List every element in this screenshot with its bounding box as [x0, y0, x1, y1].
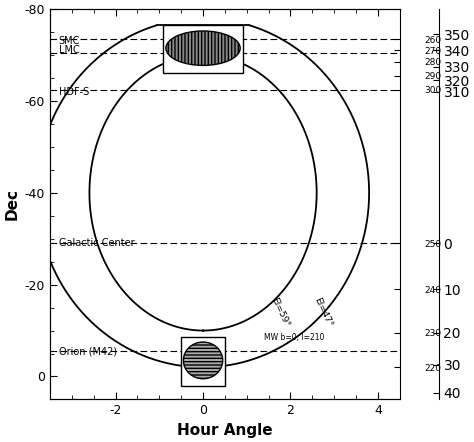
Text: MW b=0, l=210: MW b=0, l=210: [264, 333, 325, 342]
Y-axis label: Dec: Dec: [4, 188, 19, 220]
Ellipse shape: [166, 31, 240, 65]
Text: LMC: LMC: [59, 45, 80, 54]
Bar: [163, 25, 243, 73]
X-axis label: Hour Angle: Hour Angle: [177, 423, 273, 438]
Ellipse shape: [183, 342, 223, 379]
Text: SMC: SMC: [59, 36, 80, 46]
Bar: [181, 337, 225, 385]
Text: El=47°: El=47°: [312, 297, 334, 329]
Text: El=59°: El=59°: [269, 297, 291, 329]
Text: Galactic Center: Galactic Center: [59, 238, 135, 248]
Text: HDF-S: HDF-S: [59, 87, 89, 97]
Text: Orion (M42): Orion (M42): [59, 346, 117, 356]
